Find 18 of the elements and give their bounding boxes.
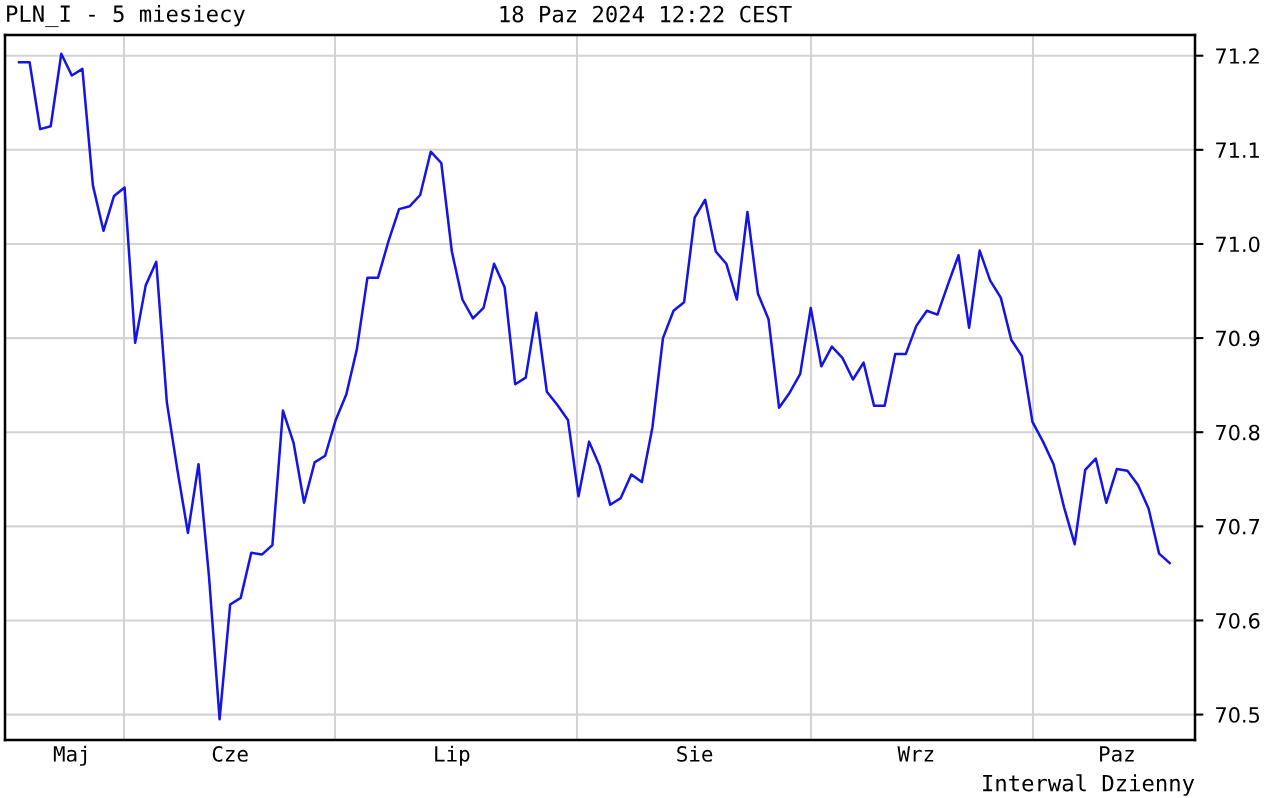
y-tick-label: 70.6 [1216, 612, 1260, 629]
line-series [17, 52, 1171, 721]
y-tick-label: 70.5 [1216, 707, 1260, 723]
y-tick-label: 71.2 [1216, 48, 1259, 64]
x-tick-label: Sie [677, 745, 713, 762]
x-tick-label: Paz [1100, 746, 1134, 762]
chart-subtitle: 18 Paz 2024 12:22 CEST [500, 5, 792, 23]
y-tick-label: 71.0 [1216, 236, 1260, 253]
y-tick-label: 70.9 [1216, 330, 1260, 347]
text: Interwal Dzienny [983, 774, 1195, 796]
x-tick-label: Maj [53, 745, 87, 766]
x-tick-label: Lip [435, 745, 470, 766]
y-tick-label: 70.7 [1216, 518, 1260, 535]
x-tick-label: Wrz [897, 746, 934, 762]
y-tick-label: 70.8 [1216, 424, 1260, 441]
chart-title: PLN_I - 5 miesiecy [7, 4, 245, 28]
x-tick-label: Cze [212, 746, 248, 762]
y-tick-label: 71.1 [1216, 142, 1259, 158]
